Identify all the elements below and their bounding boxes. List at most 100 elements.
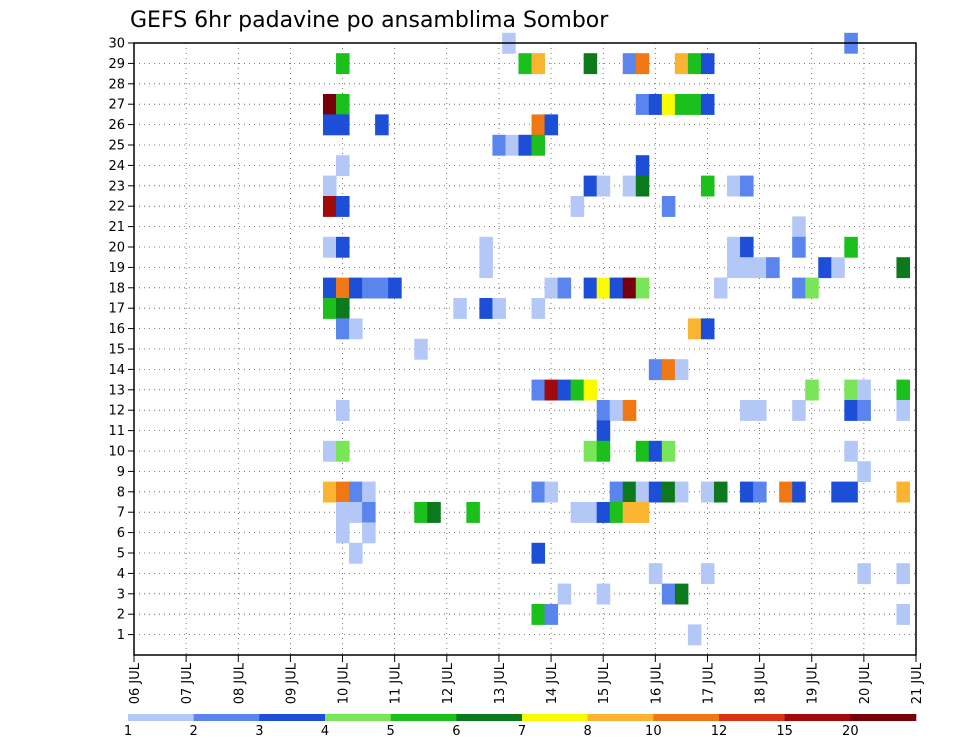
y-tick-label: 7 (117, 506, 125, 521)
colorbar-label: 2 (190, 724, 198, 739)
heatmap-cell (427, 502, 441, 523)
y-tick-label: 5 (117, 547, 125, 562)
heatmap-cell (336, 94, 350, 115)
heatmap-cell (349, 318, 363, 340)
y-tick-label: 26 (108, 118, 125, 133)
heatmap-cell (896, 604, 910, 625)
x-tick-label: 21 JUL (910, 662, 925, 704)
heatmap-cell (648, 440, 663, 462)
heatmap-cell (740, 400, 754, 421)
colorbar-swatch (390, 714, 457, 721)
heatmap-cell (596, 502, 611, 523)
heatmap-cell (896, 379, 910, 401)
heatmap-cell (727, 257, 741, 279)
y-tick-label: 23 (108, 179, 125, 194)
colorbar-label: 8 (584, 724, 592, 739)
y-tick-label: 25 (108, 139, 125, 154)
heatmap-cell (583, 502, 598, 523)
heatmap-cell (740, 257, 754, 279)
heatmap-cell (336, 400, 350, 421)
y-tick-label: 16 (108, 322, 125, 337)
heatmap-cell (661, 481, 676, 503)
heatmap-cell (544, 277, 559, 299)
heatmap-cell (322, 236, 337, 258)
heatmap-cell (336, 318, 350, 340)
heatmap-cell (792, 277, 806, 299)
chart-title: GEFS 6hr padavine po ansamblima Sombor (130, 8, 609, 33)
heatmap-cell (896, 563, 910, 585)
heatmap-cell (635, 155, 650, 177)
heatmap-cell (635, 481, 650, 503)
heatmap-cell (700, 481, 715, 503)
heatmap-cells (322, 32, 910, 646)
heatmap-cell (674, 359, 689, 381)
heatmap-cell (544, 379, 559, 401)
heatmap-cell (727, 175, 741, 197)
y-tick-label: 8 (117, 485, 125, 500)
x-tick-label: 06 JUL (128, 662, 143, 704)
heatmap-cell (896, 481, 910, 503)
heatmap-cell (831, 481, 845, 503)
heatmap-cell (492, 134, 506, 156)
colorbar-label: 3 (255, 724, 263, 739)
heatmap-cell (531, 298, 546, 319)
colorbar-label: 20 (842, 724, 859, 739)
heatmap-cell (583, 277, 598, 299)
heatmap-cell (896, 257, 910, 279)
heatmap-cell (661, 583, 676, 605)
colorbar-swatch (719, 714, 785, 721)
heatmap-cell (583, 379, 598, 401)
heatmap-cell (544, 481, 559, 503)
heatmap-cell (349, 542, 363, 564)
y-tick-label: 2 (117, 608, 125, 623)
heatmap-cell (687, 318, 702, 340)
y-tick-label: 14 (108, 363, 125, 378)
y-tick-label: 29 (108, 57, 125, 72)
x-tick-label: 10 JUL (337, 662, 352, 704)
colorbar-label: 4 (321, 724, 329, 739)
heatmap-cell (674, 583, 689, 605)
heatmap-cell (492, 298, 506, 319)
y-tick-label: 21 (108, 220, 125, 235)
heatmap-cell (596, 420, 611, 442)
y-tick-label: 6 (117, 526, 125, 541)
y-tick-label: 9 (117, 465, 125, 480)
heatmap-cell (479, 298, 493, 319)
heatmap-cell (713, 277, 728, 299)
heatmap-cell (596, 175, 611, 197)
x-tick-label: 20 JUL (858, 662, 873, 704)
colorbar-label: 12 (711, 724, 728, 739)
heatmap-cell (844, 481, 858, 503)
x-tick-label: 11 JUL (389, 662, 404, 704)
heatmap-cell (505, 134, 519, 156)
heatmap-cell (557, 277, 572, 299)
y-tick-label: 3 (117, 587, 125, 602)
heatmap-cell (322, 94, 337, 115)
heatmap-cell (531, 604, 546, 625)
y-tick-label: 13 (108, 383, 125, 398)
heatmap-cell (388, 277, 402, 299)
heatmap-cell (531, 542, 546, 564)
y-tick-label: 4 (117, 567, 125, 582)
heatmap-cell (753, 400, 767, 421)
heatmap-cell (349, 277, 363, 299)
heatmap-cell (336, 522, 350, 544)
heatmap-cell (648, 481, 663, 503)
heatmap-cell (349, 502, 363, 523)
heatmap-cell (635, 277, 650, 299)
heatmap-cell (635, 440, 650, 462)
heatmap-cell (375, 114, 389, 136)
heatmap-cell (544, 114, 559, 136)
heatmap-cell (818, 257, 832, 279)
heatmap-cell (336, 114, 350, 136)
heatmap-cell (844, 440, 858, 462)
heatmap-cell (322, 298, 337, 319)
heatmap-cell (700, 175, 715, 197)
heatmap-cell (674, 53, 689, 75)
heatmap-cell (362, 277, 376, 299)
heatmap-cell (635, 175, 650, 197)
heatmap-cell (336, 502, 350, 523)
colorbar-swatch (653, 714, 720, 721)
heatmap-cell (622, 175, 637, 197)
heatmap-cell (414, 338, 428, 360)
